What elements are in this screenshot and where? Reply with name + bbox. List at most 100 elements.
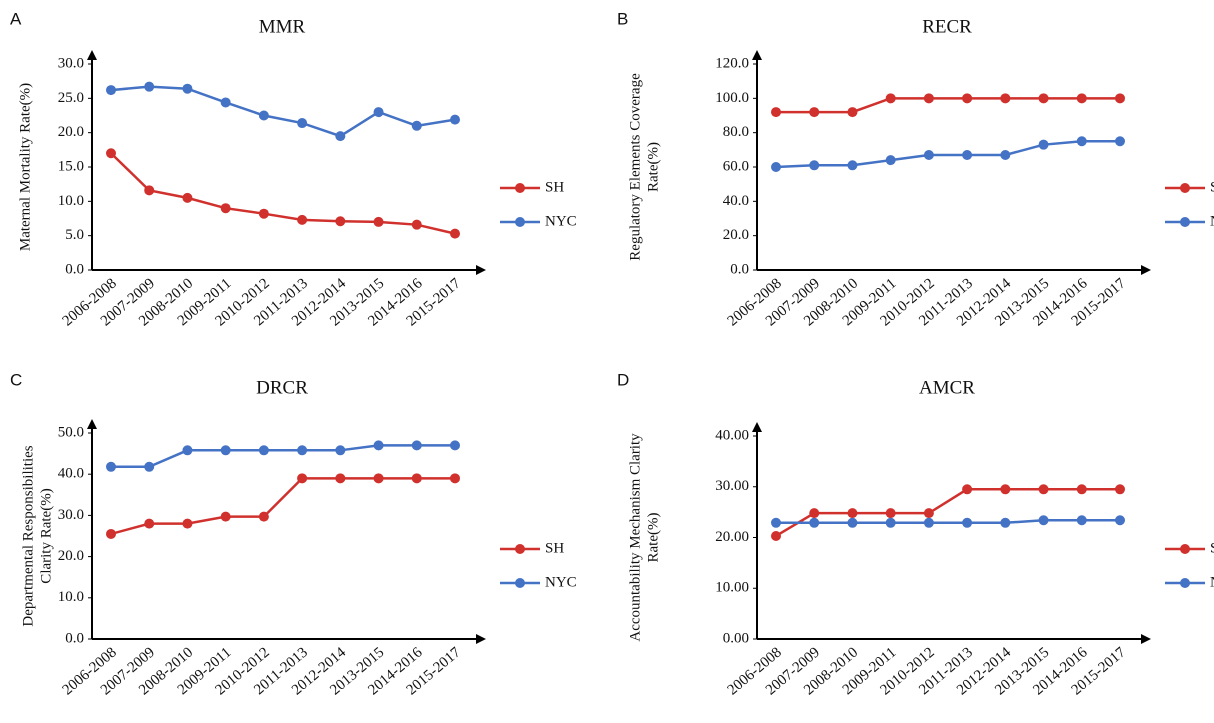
data-point xyxy=(809,508,820,519)
series-line xyxy=(775,488,1120,538)
data-point xyxy=(809,107,820,118)
data-point xyxy=(411,219,422,230)
y-axis-label: Clarity Rate(%) xyxy=(38,488,54,583)
data-point xyxy=(923,508,934,519)
data-point xyxy=(297,473,308,484)
y-tick-label: 10.00 xyxy=(715,580,749,596)
x-axis-arrow xyxy=(1141,265,1151,275)
legend-label: SH xyxy=(1210,540,1214,556)
data-point xyxy=(335,216,346,227)
data-point xyxy=(450,440,460,451)
data-point xyxy=(1000,517,1011,528)
data-point xyxy=(144,518,155,529)
data-point xyxy=(450,228,460,239)
series-line xyxy=(776,518,1120,525)
legend-marker xyxy=(515,217,525,227)
data-point xyxy=(1115,515,1125,526)
data-point xyxy=(809,517,820,528)
y-axis-arrow xyxy=(87,50,97,60)
data-point xyxy=(847,107,858,118)
y-axis-label: Maternal Mortality Rate(%) xyxy=(17,83,33,251)
data-point xyxy=(962,93,973,104)
data-point xyxy=(1076,136,1087,147)
panel: C DRCR Departmental Responsibilities Clarit… xyxy=(10,370,577,698)
legend-label: NYC xyxy=(545,574,577,590)
legend-marker xyxy=(515,544,525,554)
data-point xyxy=(1115,93,1125,104)
x-axis-arrow xyxy=(1141,634,1151,644)
y-tick-label: 100.0 xyxy=(715,90,749,106)
data-point xyxy=(1000,93,1011,104)
data-point xyxy=(258,511,269,522)
legend-label: NYC xyxy=(545,213,577,229)
data-point xyxy=(297,445,308,456)
data-point xyxy=(847,517,858,528)
legend-label: NYC xyxy=(1210,574,1214,590)
data-point xyxy=(885,517,896,528)
data-point xyxy=(1076,515,1087,526)
data-point xyxy=(373,216,384,227)
data-point xyxy=(220,203,231,214)
data-point xyxy=(1038,139,1049,150)
y-tick-label: 40.00 xyxy=(715,427,749,443)
data-point xyxy=(962,484,973,495)
data-point xyxy=(335,131,346,142)
data-point xyxy=(809,160,820,171)
y-tick-label: 60.0 xyxy=(723,158,749,174)
legend-marker xyxy=(1180,578,1190,588)
y-axis-label: Rate(%) xyxy=(645,513,661,563)
data-point xyxy=(144,81,155,92)
y-tick-label: 30.0 xyxy=(58,507,84,523)
legend-marker xyxy=(515,183,525,193)
chart-title: MMR xyxy=(259,16,306,37)
data-point xyxy=(1000,149,1011,160)
y-tick-label: 80.0 xyxy=(723,124,749,140)
data-point xyxy=(335,445,346,456)
legend-label: SH xyxy=(545,540,564,556)
y-tick-label: 30.0 xyxy=(58,55,84,71)
legend-label: NYC xyxy=(1210,213,1214,229)
y-axis-arrow xyxy=(752,50,762,60)
y-tick-label: 20.0 xyxy=(58,124,84,140)
y-tick-label: 25.0 xyxy=(58,90,84,106)
panel-label: C xyxy=(10,370,22,389)
data-point xyxy=(885,508,896,519)
data-point xyxy=(220,511,231,522)
data-point xyxy=(106,148,116,159)
panel-label: D xyxy=(617,370,629,389)
data-point xyxy=(771,517,781,528)
data-point xyxy=(258,110,269,121)
y-tick-label: 0.00 xyxy=(723,630,749,646)
data-point xyxy=(182,192,193,203)
y-tick-label: 0.0 xyxy=(65,630,84,646)
series-line xyxy=(110,85,456,138)
y-tick-label: 15.0 xyxy=(58,158,84,174)
data-point xyxy=(258,208,269,219)
panel: D AMCR Accountability Mechanism Clarity Rat… xyxy=(617,370,1214,698)
y-axis-arrow xyxy=(752,422,762,432)
y-tick-label: 0.0 xyxy=(730,261,749,277)
data-point xyxy=(1076,93,1087,104)
panel: B RECR Regulatory Elements Coverage Rate(%)… xyxy=(617,9,1214,329)
data-point xyxy=(144,185,155,196)
data-point xyxy=(106,528,116,539)
y-tick-label: 120.0 xyxy=(715,55,749,71)
legend-marker xyxy=(1180,217,1190,227)
chart-title: DRCR xyxy=(256,377,308,398)
legend-marker xyxy=(515,578,525,588)
y-tick-label: 50.0 xyxy=(58,424,84,440)
y-tick-label: 10.0 xyxy=(58,193,84,209)
data-point xyxy=(182,518,193,529)
legend-label: SH xyxy=(545,179,564,195)
y-axis-label: Accountability Mechanism Clarity xyxy=(627,433,643,642)
data-point xyxy=(373,473,384,484)
data-point xyxy=(923,149,934,160)
data-point xyxy=(297,214,308,225)
data-point xyxy=(1038,515,1049,526)
data-point xyxy=(1076,484,1087,495)
series-line xyxy=(776,97,1120,114)
y-axis-label: Regulatory Elements Coverage xyxy=(627,73,643,261)
data-point xyxy=(847,160,858,171)
